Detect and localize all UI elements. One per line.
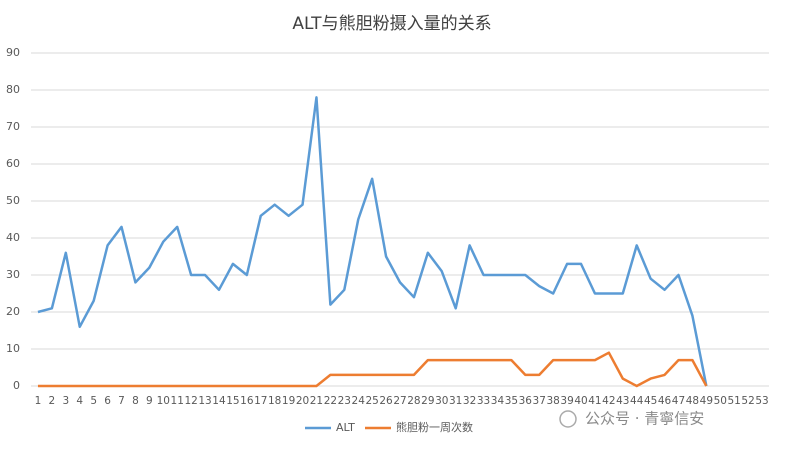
x-tick-label: 28 (407, 395, 420, 407)
x-tick-label: 49 (700, 395, 713, 407)
y-tick-label: 40 (6, 231, 20, 244)
x-tick-label: 31 (449, 395, 462, 407)
x-tick-label: 23 (338, 395, 351, 407)
x-tick-label: 30 (435, 395, 448, 407)
x-tick-label: 16 (240, 395, 254, 407)
x-tick-label: 35 (505, 395, 518, 407)
x-tick-label: 7 (118, 395, 125, 407)
x-tick-label: 8 (132, 395, 139, 407)
x-tick-label: 45 (644, 395, 657, 407)
y-tick-label: 30 (6, 268, 20, 281)
x-tick-label: 24 (352, 395, 366, 407)
x-tick-label: 5 (90, 395, 97, 407)
x-tick-label: 36 (519, 395, 533, 407)
chart-title: ALT与熊胆粉摄入量的关系 (292, 14, 491, 34)
x-tick-label: 10 (157, 395, 170, 407)
y-tick-label: 10 (6, 342, 20, 355)
x-tick-label: 17 (254, 395, 267, 407)
x-tick-label: 20 (296, 395, 309, 407)
x-tick-label: 6 (104, 395, 111, 407)
y-tick-label: 60 (6, 157, 20, 170)
x-tick-label: 51 (728, 395, 741, 407)
x-tick-label: 12 (184, 395, 197, 407)
legend-label: 熊胆粉一周次数 (396, 420, 473, 434)
y-tick-label: 80 (6, 83, 20, 96)
x-tick-label: 19 (282, 395, 295, 407)
y-tick-label: 90 (6, 46, 20, 59)
y-tick-label: 0 (13, 379, 20, 392)
x-tick-label: 38 (546, 395, 559, 407)
watermark: 公众号 · 青寧信安 (585, 410, 704, 428)
x-tick-label: 46 (658, 395, 672, 407)
y-tick-label: 50 (6, 194, 20, 207)
x-tick-label: 41 (588, 395, 601, 407)
x-tick-label: 47 (672, 395, 685, 407)
x-tick-label: 21 (310, 395, 323, 407)
x-tick-label: 53 (755, 395, 768, 407)
x-tick-label: 11 (171, 395, 184, 407)
x-tick-label: 9 (146, 395, 153, 407)
x-tick-label: 27 (393, 395, 406, 407)
x-tick-label: 32 (463, 395, 476, 407)
x-tick-label: 13 (198, 395, 211, 407)
series-line (37, 351, 708, 388)
x-tick-label: 25 (365, 395, 378, 407)
x-tick-label: 29 (421, 395, 434, 407)
x-tick-label: 3 (62, 395, 69, 407)
y-tick-label: 70 (6, 120, 20, 133)
x-tick-label: 42 (602, 395, 615, 407)
x-tick-label: 18 (268, 395, 281, 407)
x-tick-label: 39 (560, 395, 573, 407)
legend-label: ALT (336, 421, 355, 434)
watermark-icon (559, 410, 577, 428)
x-tick-label: 34 (491, 395, 505, 407)
x-tick-label: 22 (324, 395, 337, 407)
x-tick-label: 44 (630, 395, 644, 407)
x-tick-label: 15 (226, 395, 239, 407)
x-tick-label: 14 (212, 395, 226, 407)
x-tick-label: 2 (49, 395, 56, 407)
x-tick-label: 37 (533, 395, 546, 407)
x-tick-label: 48 (686, 395, 699, 407)
x-tick-label: 50 (714, 395, 727, 407)
x-tick-label: 4 (76, 395, 83, 407)
y-tick-label: 20 (6, 305, 20, 318)
x-tick-label: 40 (574, 395, 587, 407)
x-tick-label: 33 (477, 395, 490, 407)
x-tick-label: 26 (379, 395, 393, 407)
x-tick-label: 52 (741, 395, 754, 407)
x-tick-label: 43 (616, 395, 629, 407)
series-line (37, 96, 708, 387)
x-tick-label: 1 (35, 395, 42, 407)
